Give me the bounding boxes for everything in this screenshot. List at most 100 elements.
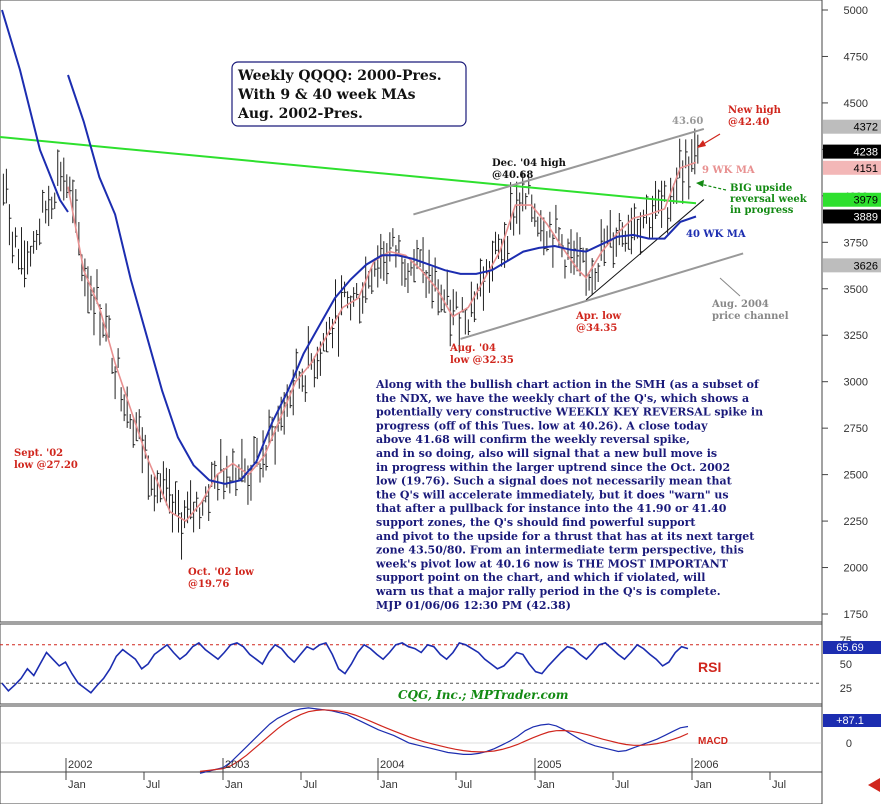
sept-low-line-2: low @27.20 [14, 460, 78, 471]
rsi-value: 65.69 [836, 642, 864, 654]
new-high-label: New high @42.40 [728, 105, 784, 128]
forty-week-ma-label: 40 WK MA [686, 229, 746, 240]
trendline-downtrend [0, 136, 697, 205]
year-label: 2005 [537, 759, 561, 771]
aug-low-line-2: low @32.35 [450, 355, 514, 366]
commentary-line: and in so doing, also will signal that a… [376, 447, 717, 460]
price-tick-label: 2750 [844, 423, 868, 435]
month-label: Jul [303, 779, 317, 791]
macd-value: +87.1 [836, 715, 864, 727]
price-badge-label: 4238 [854, 147, 878, 159]
year-label: 2003 [225, 759, 249, 771]
rsi-label: RSI [698, 659, 721, 675]
commentary-line: progress (off of this Tues. low at 40.26… [376, 419, 708, 432]
channel-arrow [719, 277, 741, 297]
trend-lines [0, 127, 744, 340]
month-label: Jan [694, 779, 712, 791]
trendline-channel-lower [460, 252, 744, 340]
rsi-line [1, 641, 689, 694]
reversal-line-2: reversal week [730, 194, 808, 205]
sept-low-line-1: Sept. '02 [14, 448, 63, 459]
watermark: CQG, Inc.; MPTrader.com [398, 688, 569, 702]
year-label: 2006 [694, 759, 718, 771]
reversal-line-1: BIG upside [730, 183, 792, 194]
commentary: Along with the bullish chart action in t… [375, 378, 763, 612]
price-badge-label: 3889 [854, 211, 878, 223]
reversal-label: BIG upside reversal week in progress [730, 183, 810, 216]
macd-value-badge [823, 714, 881, 727]
price-badge-label: 3626 [854, 260, 878, 272]
price-tick-label: 3250 [844, 330, 868, 342]
commentary-line: in progress within the larger uptrend si… [376, 461, 730, 474]
macd-indicator: 0 [0, 707, 852, 774]
price-tick-label: 2500 [844, 470, 868, 482]
new-high-arrowhead [697, 140, 706, 148]
year-label: 2002 [68, 759, 92, 771]
nine-week-ma-label: 9 WK MA [702, 165, 755, 176]
price-tick-label: 3500 [844, 284, 868, 296]
apr-low-label: Apr. low @34.35 [575, 311, 625, 334]
price-tick-label: 1750 [844, 609, 868, 621]
commentary-line: potentially very constructive WEEKLY KEY… [376, 406, 763, 419]
price-channel-line-2: price channel [712, 311, 789, 322]
rsi-tick-label: 25 [840, 683, 852, 695]
new-high-line-1: New high [728, 105, 782, 116]
oct-low-line-2: @19.76 [188, 579, 229, 590]
rsi-panel [0, 623, 823, 705]
dec-high-line-2: @40.68 [492, 170, 533, 181]
sept-low-label: Sept. '02 low @27.20 [14, 448, 78, 471]
month-label: Jan [225, 779, 243, 791]
chart-title-line-1: Weekly QQQQ: 2000-Pres. [237, 68, 442, 84]
macd-label: MACD [698, 736, 728, 747]
price-badge [823, 192, 881, 207]
month-label: Jul [146, 779, 160, 791]
month-label: Jul [772, 779, 786, 791]
macd-tick-label: 0 [846, 738, 852, 750]
price-badge [823, 144, 881, 159]
trendline-uptrend [585, 199, 705, 301]
month-label: Jan [537, 779, 555, 791]
rsi-value-badge [823, 641, 881, 654]
apr-low-line-2: @34.35 [576, 323, 617, 334]
year-label: 2004 [380, 759, 404, 771]
scroll-left-icon[interactable] [868, 778, 880, 792]
price-badge-label: 3979 [854, 195, 878, 207]
price-channel-line-1: Aug. 2004 [711, 299, 769, 310]
price-tick-label: 3000 [844, 377, 868, 389]
commentary-line: low (19.76). Such a signal does not nece… [376, 475, 733, 488]
rsi-tick-label: 50 [840, 659, 852, 671]
apr-low-line-1: Apr. low [575, 311, 622, 322]
month-label: Jul [615, 779, 629, 791]
price-axis: 5000475045004250400037503500325030002750… [822, 5, 868, 621]
reversal-arrow [699, 183, 727, 191]
aug-low-line-1: Aug. '04 [449, 343, 496, 354]
macd-signal-line [199, 709, 689, 772]
month-label: Jul [458, 779, 472, 791]
commentary-line: above 41.68 will confirm the weekly reve… [376, 433, 690, 446]
commentary-line: MJP 01/06/06 12:30 PM (42.38) [376, 599, 571, 612]
commentary-line: Along with the bullish chart action in t… [375, 378, 760, 391]
moving-averages [1, 9, 697, 523]
macd-panel [0, 705, 823, 773]
price-tick-label: 5000 [844, 5, 868, 17]
month-label: Jan [68, 779, 86, 791]
commentary-line: warn us that a major rally period in the… [375, 585, 721, 598]
price-badge [823, 209, 881, 224]
dec-high-line-1: Dec. '04 high [492, 158, 567, 169]
price-badge [823, 119, 881, 134]
price-channel-label: Aug. 2004 price channel [711, 299, 789, 322]
oct-low-label: Oct. '02 low @19.76 [188, 567, 257, 590]
commentary-line: the Q's will accelerate immediately, but… [376, 488, 729, 501]
commentary-line: support point on the chart, and which if… [376, 571, 705, 584]
price-tick-label: 4750 [844, 51, 868, 63]
price-tick-label: 4500 [844, 98, 868, 110]
price-badges: 4372 4238 4151 3979 3889 3626 [823, 119, 881, 273]
new-high-line-2: @42.40 [728, 117, 769, 128]
chart-title-line-3: Aug. 2002-Pres. [237, 106, 363, 122]
reversal-line-3: in progress [730, 205, 794, 216]
price-tick-label: 2000 [844, 563, 868, 575]
price-badge-label: 4372 [854, 122, 878, 134]
price-badge-label: 4151 [854, 163, 878, 175]
aug-low-label: Aug. '04 low @32.35 [449, 343, 514, 366]
